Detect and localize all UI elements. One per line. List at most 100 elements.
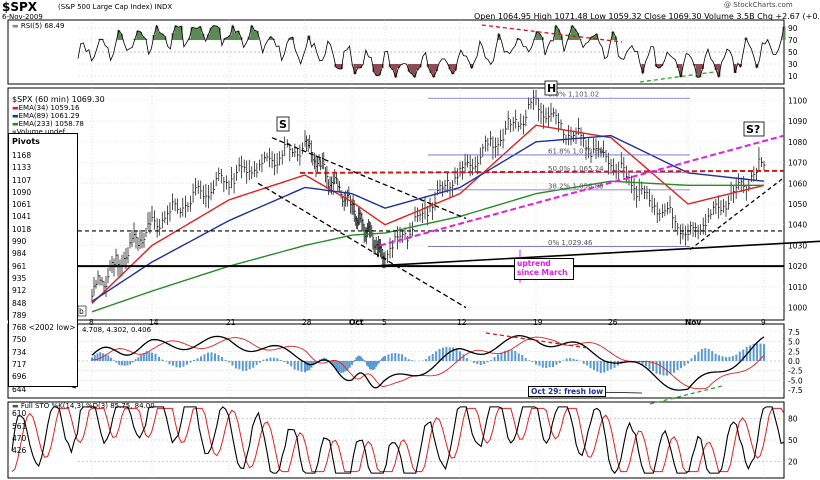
pivot-item-19: 644: [12, 384, 27, 394]
pivot-item-2: 1107: [12, 175, 32, 185]
head-label: H: [547, 82, 556, 95]
fresh-low-callout: Oct 29: fresh low: [528, 386, 607, 397]
head-label-box: [544, 80, 558, 96]
macd-tick-5: -5.0: [788, 376, 803, 385]
x-tick-9: Nov: [685, 318, 701, 327]
x-tick-1: 14: [149, 318, 159, 327]
high-label: High: [533, 12, 552, 21]
pivot-item-22: 561: [12, 421, 27, 431]
ohlc-readout: Open 1064.95 High 1071.48 Low 1059.32 Cl…: [474, 12, 820, 21]
close-value: 1069.30: [668, 12, 702, 21]
channel-lower: [257, 182, 467, 309]
macd-tick-2: 2.5: [788, 347, 800, 356]
uptrend-line2: since March: [517, 268, 568, 277]
macd-divergence-green: [649, 385, 723, 405]
x-tick-8: 26: [608, 318, 618, 327]
ema233-line: [91, 180, 764, 313]
low-value: 1059.32: [608, 12, 642, 21]
fib-label-2: 50.0% 1,065.24: [548, 165, 604, 173]
volume-label: Volume: [704, 12, 734, 21]
sto-tick-1: 50: [788, 436, 798, 445]
neckline-red: [299, 169, 785, 174]
rsi-divergence-red: [481, 24, 623, 43]
rsi-label: ▬ RSI(5) 68.49: [12, 22, 65, 30]
x-tick-3: 28: [302, 318, 312, 327]
pivot-item-8: 984: [12, 249, 27, 259]
legend-ema233: ▬EMA(233) 1058.78: [12, 120, 84, 128]
legend-ema34: ▬EMA(34) 1059.16: [12, 104, 80, 112]
sto-k-line: [11, 406, 785, 475]
uptrend-line: [369, 240, 820, 267]
fib-label-1: 61.8% 1,073.68: [548, 147, 604, 155]
open-value: 1064.95: [497, 12, 532, 21]
price-tick-6: 1040: [788, 221, 807, 230]
pivot-item-24: 426: [12, 446, 27, 456]
close-label: Close: [644, 12, 666, 21]
macd-tick-3: 0.0: [788, 357, 800, 366]
sto-tick-0: 80: [788, 414, 798, 423]
macd-tick-4: -2.5: [788, 367, 803, 376]
price-legend: $SPX (60 min) 1069.30 ▬EMA(34) 1059.16 ▬…: [12, 95, 105, 137]
pivot-item-5: 1041: [12, 212, 32, 222]
macd-divergence-red: [485, 332, 589, 349]
pivot-item-4: 1061: [12, 200, 32, 210]
chart-date: 6-Nov-2009: [2, 13, 43, 21]
price-tick-8: 1020: [788, 262, 807, 271]
shoulder-left-label: S: [279, 118, 287, 131]
x-tick-10: 9: [761, 318, 766, 327]
price-tick-4: 1060: [788, 179, 807, 188]
x-tick-4: Oct: [349, 318, 364, 327]
macd-histogram: [91, 343, 765, 376]
fib-label-4: 0% 1,029.46: [548, 239, 593, 247]
pivot-item-16: 734: [12, 347, 27, 357]
pivot-item-9: 961: [12, 261, 27, 271]
price-tick-1: 1090: [788, 117, 807, 126]
pivot-item-17: 717: [12, 360, 27, 370]
fib-label-3: 38.2% 1,056.80: [548, 182, 604, 190]
x-tick-0: 8: [89, 318, 94, 327]
pivot-item-1: 1133: [12, 163, 32, 173]
x-tick-5: 5: [382, 318, 387, 327]
pivot-item-23: 470: [12, 433, 27, 443]
price-tick-2: 1080: [788, 138, 807, 147]
pivot-item-14: 768 <2002 low>: [12, 323, 76, 333]
sto-d-line: [11, 407, 785, 473]
macd-signal-line: [91, 336, 765, 390]
legend-volume: ▪Volume undef: [12, 128, 66, 136]
pivot-item-0: 1168: [12, 151, 32, 160]
shoulder-left-label-box: [276, 116, 290, 132]
rsi-divergence-green: [639, 71, 715, 83]
symbol-name: (S&P 500 Large Cap Index) INDX: [58, 3, 173, 11]
price-tick-10: 1000: [788, 304, 807, 313]
channel-upper: [271, 137, 467, 220]
fib-label-0: 0.0% 1,101.02: [548, 91, 599, 99]
sto-label: ▬ Full STO %K(14,3) %D(3) 85.75, 84.00: [12, 402, 155, 410]
price-tick-9: 1010: [788, 283, 807, 292]
rsi-line: [77, 24, 785, 79]
pivots-list: 1168 1133 1107 1090 1061 1041 1018 990 984 961 935…: [9, 146, 77, 457]
pivot-item-3: 1090: [12, 187, 32, 197]
b-marker: b: [79, 307, 84, 316]
low-label: Low: [590, 12, 606, 21]
rsi-oversold-fill: [334, 64, 759, 78]
legend-title: $SPX (60 min) 1069.30: [12, 95, 105, 104]
watermark: @ StockCharts.com: [724, 1, 793, 9]
macd-tick-6: -7.5: [788, 386, 803, 395]
high-value: 1071.48: [554, 12, 588, 21]
macd-tick-0: 7.5: [788, 328, 800, 337]
wedge-line: [689, 178, 783, 251]
rsi-tick-1: 70: [788, 36, 798, 45]
shoulder-right-label: S?: [746, 123, 760, 136]
pivot-item-20: -------: [12, 396, 31, 406]
ema89-line: [91, 134, 765, 303]
rsi-tick-0: 90: [788, 24, 798, 33]
rsi-tick-2: 50: [788, 48, 798, 57]
pivot-item-12: 848: [12, 298, 27, 308]
x-tick-6: 12: [457, 318, 467, 327]
price-tick-0: 1100: [788, 96, 807, 105]
rsi-tick-4: 10: [788, 72, 798, 81]
pivot-item-18: 696: [12, 372, 27, 382]
pivot-item-11: 912: [12, 286, 27, 296]
sto-tick-2: 20: [788, 458, 798, 467]
rsi-tick-3: 30: [788, 60, 798, 69]
